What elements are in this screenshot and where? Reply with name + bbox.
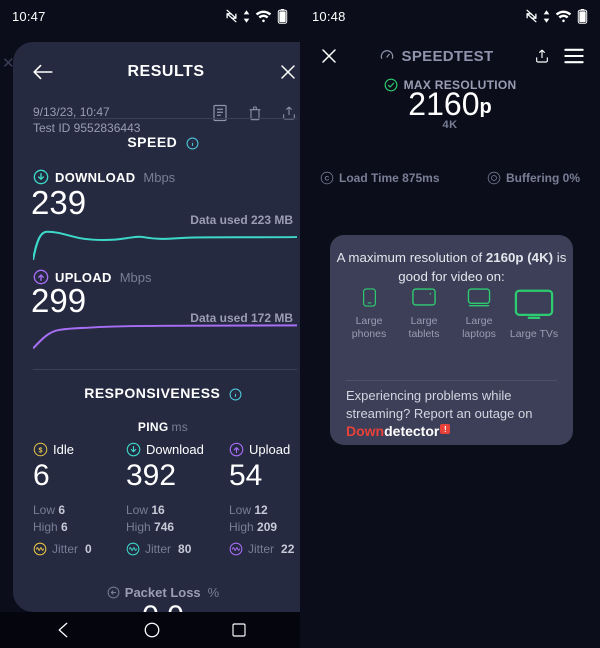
svg-text:$: $ [39,446,43,454]
svg-text:C: C [325,175,330,182]
